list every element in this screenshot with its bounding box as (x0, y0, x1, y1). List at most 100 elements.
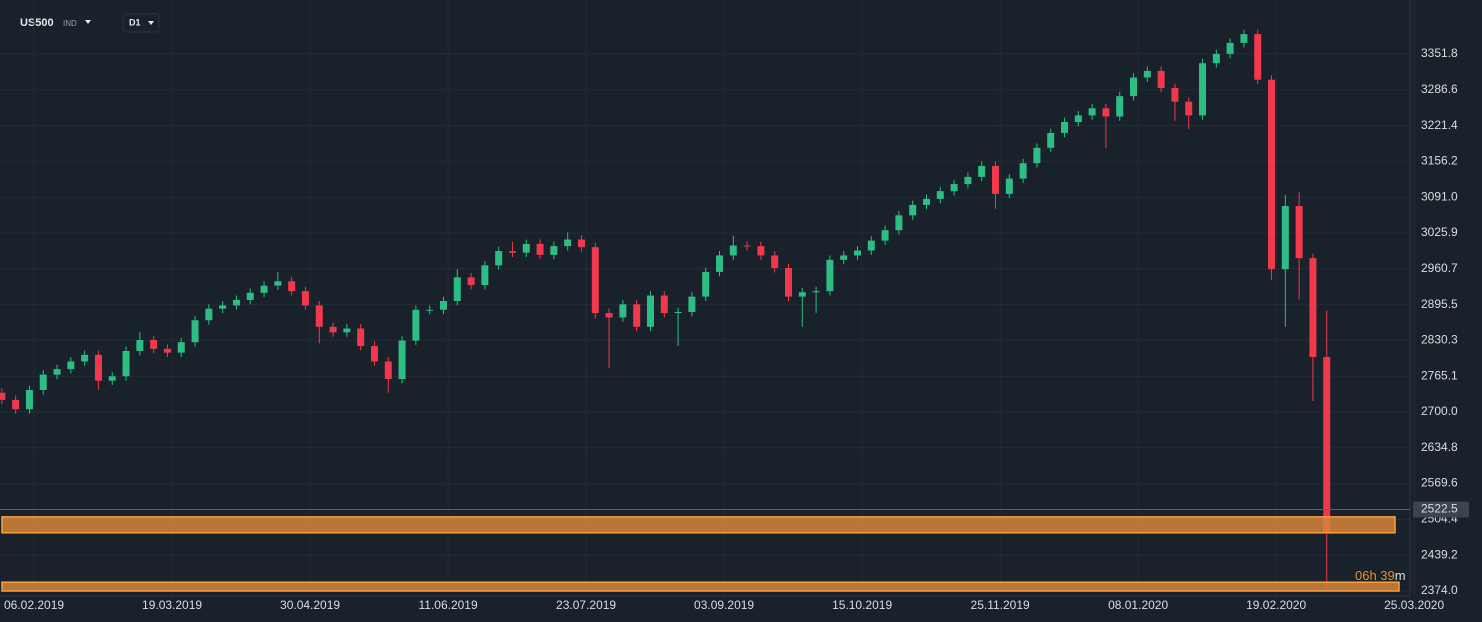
x-tick-label: 08.01.2020 (1108, 598, 1168, 612)
candle-body (81, 354, 89, 362)
candle-body (909, 204, 917, 216)
candle-body (826, 259, 834, 292)
candle-body (329, 326, 337, 333)
x-tick-label: 11.06.2019 (418, 598, 477, 612)
candle-body (453, 277, 461, 302)
interval[interactable]: D1 (129, 17, 141, 27)
candle-body (660, 295, 668, 314)
x-tick-label: 19.02.2020 (1246, 598, 1306, 612)
candle-body (771, 255, 779, 269)
plot-area: 3351.8 3286.6 3221.4 3156.2 3091.0 3025.9 2960… (0, 0, 1469, 612)
y-tick-label: 3025.9 (1421, 225, 1458, 239)
candle-body (1171, 87, 1179, 102)
candle-body (246, 292, 254, 300)
dropdown-arrow[interactable] (85, 20, 91, 24)
candle-body (702, 271, 710, 297)
x-tick-label: 25.11.2019 (971, 598, 1030, 612)
x-tick-label: 03.09.2019 (694, 598, 754, 612)
candle-body (357, 328, 365, 347)
y-tick-label: 2895.5 (1421, 297, 1458, 311)
y-tick-label: 2374.0 (1421, 583, 1458, 597)
x-tick-label: 23.07.2019 (556, 598, 616, 612)
y-tick-label: 2960.7 (1421, 261, 1458, 275)
candle-body (1019, 163, 1027, 179)
candle-body (936, 191, 944, 199)
candle-body (398, 340, 406, 380)
candle-body (67, 361, 75, 370)
y-tick-label: 3286.6 (1421, 82, 1458, 96)
candle-body (136, 340, 144, 351)
candle-body (0, 392, 6, 400)
candle-body (177, 342, 185, 353)
candle-body (467, 277, 475, 286)
candle-body (439, 301, 447, 310)
candle-body (1281, 206, 1289, 270)
candle-body (784, 268, 792, 297)
x-tick-label: 19.03.2019 (142, 598, 202, 612)
candle-body (978, 165, 986, 177)
candle-body (1061, 121, 1069, 133)
candle-body (867, 240, 875, 251)
candle-body (12, 399, 20, 410)
candle-body (854, 250, 862, 256)
y-tick-label: 2634.8 (1421, 440, 1458, 454)
candle-body (1268, 79, 1276, 270)
candle-body (232, 299, 240, 306)
last-price-box (1413, 501, 1469, 518)
symbol[interactable]: US500 (20, 17, 54, 29)
candle-body (1295, 206, 1303, 259)
x-tick-label: 15.10.2019 (832, 598, 892, 612)
candle-body (1185, 101, 1193, 116)
candle-body (1143, 70, 1151, 78)
candle-body (1212, 53, 1220, 64)
symbol-selector[interactable]: US500 IND (20, 17, 91, 29)
candle-body (536, 243, 544, 255)
y-tick-label: 2765.1 (1421, 368, 1458, 382)
last-price-label: 2522.5 (1421, 502, 1458, 516)
candle-body (1240, 34, 1248, 43)
candle-body (1254, 34, 1262, 80)
candle-body (122, 350, 130, 377)
candle-body (1323, 357, 1331, 533)
y-tick-label: 3351.8 (1421, 46, 1458, 60)
candle-body (301, 291, 309, 306)
x-tick-label: 30.04.2019 (280, 598, 340, 612)
candle-body (1088, 108, 1096, 116)
candle-body (812, 291, 820, 293)
x-tick-label: 25.03.2020 (1384, 598, 1444, 612)
candle-body (674, 312, 682, 314)
candle-body (633, 304, 641, 327)
candle-body (191, 320, 199, 343)
candle-body (743, 245, 751, 247)
candle-body (1005, 178, 1013, 194)
market: IND (63, 19, 77, 28)
candle-body (522, 243, 530, 253)
candle-body (205, 308, 213, 321)
candle-body (412, 309, 420, 341)
candle-body (288, 281, 296, 292)
countdown-value: 06h 39 (1355, 568, 1395, 583)
candle-body (1047, 132, 1055, 148)
candle-body (1102, 108, 1110, 117)
candle-body (315, 305, 323, 327)
candle-body (481, 265, 489, 286)
y-tick-label: 2569.6 (1421, 476, 1458, 490)
candle-body (798, 292, 806, 297)
candle-body (384, 361, 392, 380)
candle-body (619, 304, 627, 318)
candle-body (964, 176, 972, 185)
y-tick-label: 3156.2 (1421, 154, 1458, 168)
candle-body (550, 246, 558, 255)
candle-body (94, 354, 102, 381)
candle-body (591, 247, 599, 314)
candle-body (426, 309, 434, 311)
interval-selector[interactable]: D1 (122, 13, 160, 33)
candle-body (881, 230, 889, 241)
price-zone (1, 581, 1400, 592)
interval-box[interactable] (122, 13, 160, 33)
dropdown-arrow[interactable] (148, 21, 154, 25)
candle-body (219, 305, 227, 309)
candle-body (1309, 258, 1317, 358)
countdown-unit: m (1395, 568, 1406, 583)
